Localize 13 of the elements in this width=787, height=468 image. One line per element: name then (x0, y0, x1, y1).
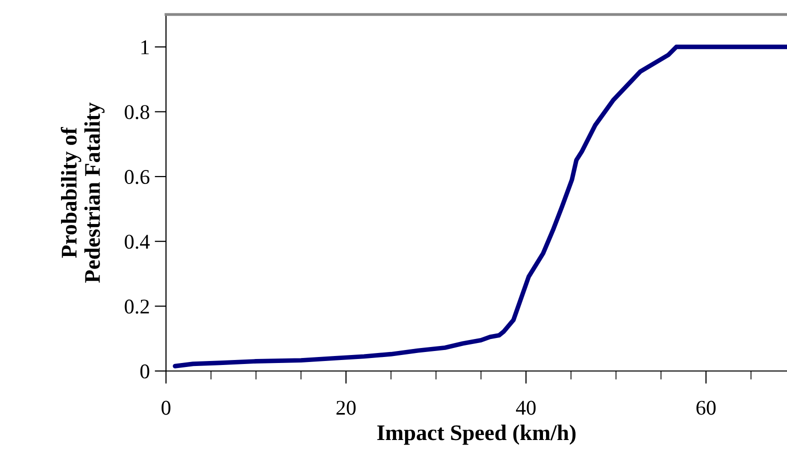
y-tick-label: 0.8 (124, 105, 150, 120)
y-tick-label: 0.6 (124, 170, 150, 184)
x-tick-label: 0 (162, 400, 170, 415)
line-series (172, 44, 787, 368)
y-tick-label: 0 (140, 364, 150, 378)
y-tick-label: 0.2 (124, 300, 149, 314)
x-tick-label: 20 (336, 400, 356, 415)
x-tick-label: 40 (516, 400, 536, 415)
y-axis-title: Probability of Pedestrian Fatality (60, 102, 105, 283)
x-tick-label: 60 (696, 400, 716, 415)
x-axis-title: Impact Speed (km/h) (377, 424, 576, 445)
y-tick-label: 1 (141, 40, 149, 54)
y-tick-label: 0.4 (124, 234, 150, 249)
